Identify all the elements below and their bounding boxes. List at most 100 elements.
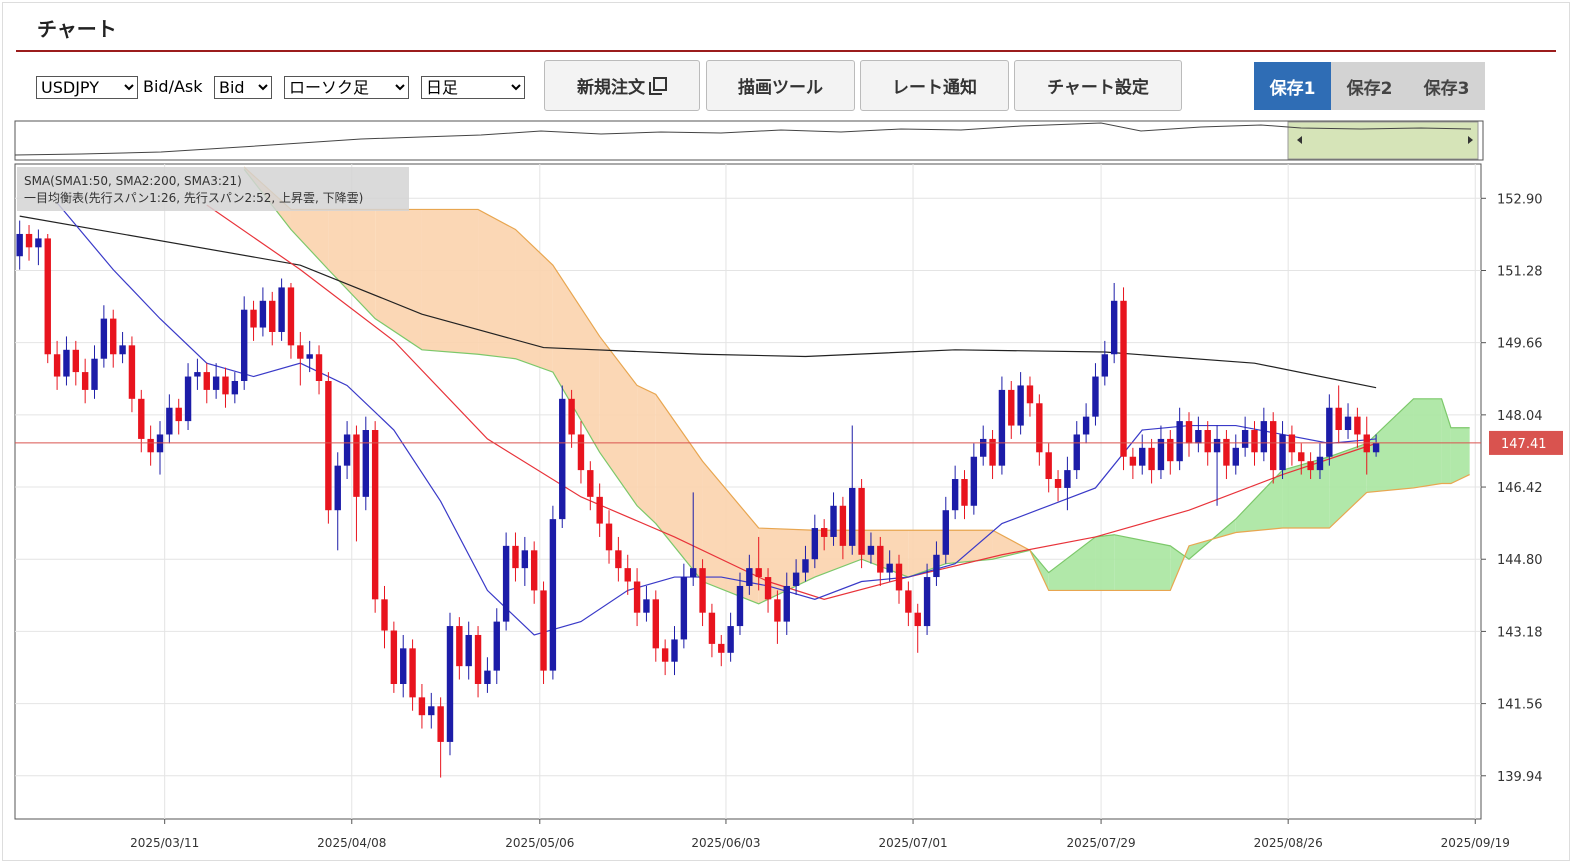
- candle-body: [933, 554, 940, 578]
- candle-body: [980, 438, 987, 457]
- y-tick-label: 139.94: [1497, 770, 1543, 785]
- x-tick-label: 2025/08/26: [1254, 836, 1323, 850]
- candle-body: [203, 372, 210, 390]
- candle-body: [474, 634, 482, 684]
- candle-body: [428, 706, 435, 716]
- candle-body: [81, 372, 89, 390]
- candle-body: [811, 528, 819, 560]
- cloud-span-line: [243, 166, 1470, 592]
- legend-text: SMA(SMA1:50, SMA2:200, SMA3:21): [24, 174, 242, 188]
- rate-alert-button[interactable]: レート通知: [860, 60, 1009, 111]
- x-tick-label: 2025/04/08: [317, 836, 386, 850]
- candle-body: [493, 621, 500, 671]
- candle-body: [334, 465, 341, 511]
- sma-line: [56, 202, 1377, 636]
- candle-body: [830, 505, 837, 537]
- candle-body: [961, 479, 968, 506]
- candle-body: [1223, 438, 1230, 466]
- cloud-segment: [599, 336, 638, 506]
- candle-body: [35, 238, 42, 248]
- navigator-line: [14, 122, 1472, 156]
- candle-body: [1139, 447, 1146, 466]
- candle-body: [119, 345, 126, 355]
- candle-body: [755, 568, 762, 578]
- x-tick-label: 2025/09/19: [1441, 836, 1510, 850]
- candle-body: [53, 354, 61, 377]
- candle-body: [446, 626, 454, 742]
- cloud-segment: [1095, 534, 1115, 591]
- title-rule: [16, 50, 1556, 52]
- symbol-select[interactable]: USDJPY: [36, 76, 138, 99]
- candle-body: [362, 430, 369, 497]
- bid-ask-label: Bid/Ask: [143, 77, 203, 96]
- candle-body: [661, 648, 669, 662]
- candle-body: [371, 430, 379, 600]
- candle-body: [1269, 421, 1277, 471]
- drawing-tool-button[interactable]: 描画ツール: [706, 60, 855, 111]
- candle-body: [1008, 389, 1015, 426]
- candle-body: [1064, 470, 1071, 488]
- candle-body: [1045, 452, 1052, 480]
- candle-body: [100, 318, 108, 359]
- candle-body: [297, 345, 304, 359]
- candle-body: [390, 630, 398, 684]
- candle-body: [315, 354, 323, 381]
- candle-body: [718, 643, 725, 653]
- chart-settings-button[interactable]: チャート設定: [1014, 60, 1182, 111]
- candle-body: [502, 545, 510, 622]
- timeframe-select[interactable]: 日足: [421, 76, 525, 99]
- candle-body: [91, 358, 98, 390]
- candle-body: [867, 545, 875, 555]
- candle-body: [1279, 434, 1286, 471]
- y-tick-label: 152.90: [1497, 192, 1543, 207]
- candle-body: [783, 585, 790, 622]
- candle-body: [128, 345, 136, 399]
- candle-body: [1017, 385, 1024, 426]
- candle-body: [278, 287, 285, 332]
- page-title: チャート: [37, 17, 117, 41]
- candle-body: [671, 639, 678, 662]
- candle-body: [465, 634, 472, 667]
- save-tab[interactable]: 保存3: [1408, 62, 1485, 110]
- y-tick-label: 149.66: [1497, 337, 1543, 352]
- cloud-segment: [515, 229, 553, 373]
- candle-body: [792, 572, 800, 586]
- candle-body: [746, 568, 753, 586]
- candle-body: [1251, 430, 1258, 453]
- candle-body: [914, 612, 921, 627]
- new-order-button[interactable]: 新規注文: [544, 60, 700, 111]
- save-tab[interactable]: 保存1: [1254, 62, 1331, 110]
- save-tab[interactable]: 保存2: [1331, 62, 1408, 110]
- candle-body: [1354, 416, 1361, 435]
- candle-body: [587, 470, 594, 497]
- candle-body: [615, 550, 622, 569]
- cloud-segment: [1450, 427, 1470, 484]
- candle-body: [942, 510, 949, 555]
- candle-body: [886, 563, 893, 573]
- candle-body: [820, 528, 828, 537]
- candle-body: [222, 376, 229, 395]
- y-tick-label: 141.56: [1497, 698, 1543, 713]
- candle-body: [858, 487, 865, 555]
- candle-body: [951, 479, 959, 511]
- candle-body: [437, 706, 444, 742]
- price-side-select[interactable]: Bid: [214, 76, 272, 99]
- candle-body: [596, 496, 603, 524]
- candle-body: [1307, 461, 1314, 471]
- cloud-segment: [552, 265, 600, 453]
- chart-kind-select[interactable]: ローソク足: [284, 76, 409, 99]
- candle-body: [184, 376, 192, 422]
- candle-body: [456, 626, 463, 667]
- candle-body: [212, 376, 220, 390]
- candle-body: [1185, 421, 1193, 444]
- candle-body: [259, 300, 267, 328]
- candle-body: [1176, 421, 1183, 462]
- candle-body: [849, 487, 856, 546]
- candle-body: [400, 648, 407, 684]
- candle-body: [343, 434, 351, 466]
- candle-body: [1335, 407, 1342, 431]
- last-price-label: 147.41: [1501, 437, 1547, 452]
- cloud-segment: [1366, 398, 1414, 493]
- candle-body: [1232, 447, 1239, 466]
